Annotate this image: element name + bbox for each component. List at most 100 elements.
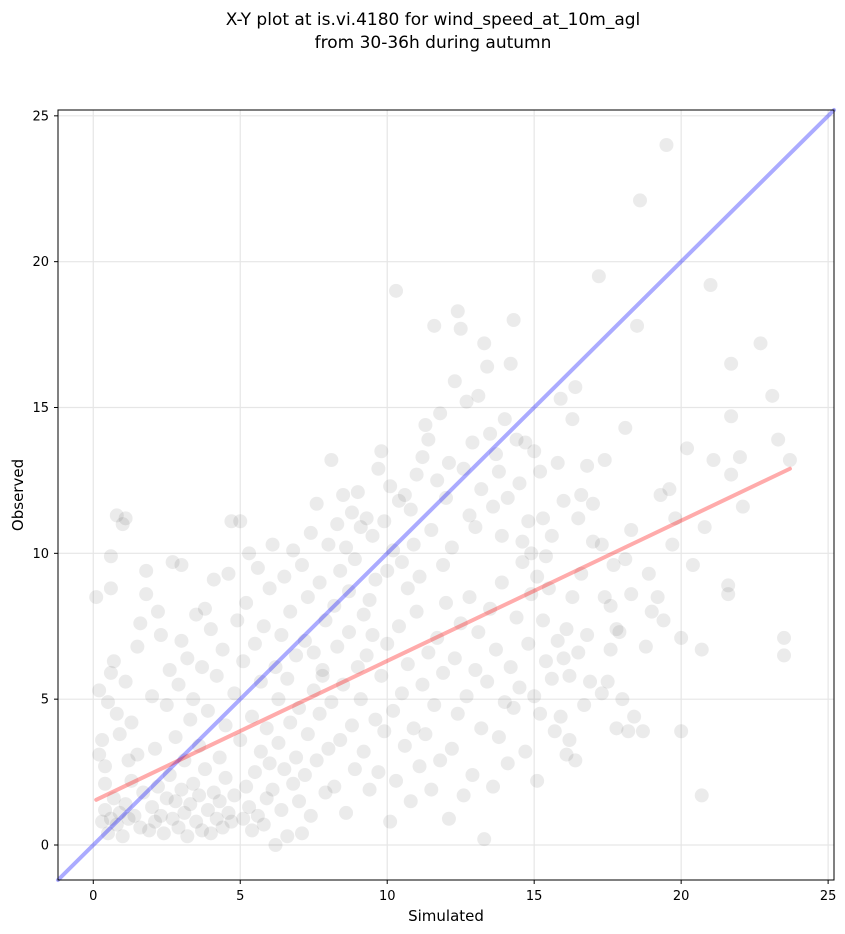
scatter-point bbox=[465, 768, 480, 782]
scatter-point bbox=[227, 686, 242, 701]
scatter-point bbox=[533, 464, 548, 479]
scatter-point bbox=[735, 499, 750, 514]
scatter-point bbox=[456, 788, 471, 803]
scatter-point bbox=[471, 625, 486, 640]
scatter-point bbox=[421, 432, 436, 447]
scatter-point bbox=[609, 721, 624, 736]
scatter-point bbox=[509, 432, 524, 447]
scatter-point bbox=[206, 785, 221, 800]
scatter-point bbox=[124, 715, 139, 730]
scatter-point bbox=[436, 665, 451, 680]
scatter-point bbox=[315, 668, 330, 683]
scatter-point bbox=[250, 808, 265, 823]
scatter-point bbox=[98, 776, 113, 791]
scatter-point bbox=[474, 482, 489, 497]
scatter-point bbox=[453, 321, 468, 336]
scatter-point bbox=[294, 826, 309, 841]
scatter-point bbox=[109, 706, 124, 721]
scatter-point bbox=[203, 826, 218, 841]
scatter-point bbox=[494, 528, 509, 543]
scatter-point bbox=[377, 514, 392, 529]
scatter-point bbox=[315, 663, 330, 677]
scatter-point bbox=[536, 511, 550, 526]
scatter-point bbox=[433, 753, 448, 768]
scatter-point bbox=[524, 587, 539, 602]
scatter-point bbox=[330, 517, 345, 532]
scatter-point bbox=[550, 455, 565, 470]
scatter-point bbox=[112, 727, 127, 742]
data-points bbox=[89, 138, 797, 852]
y-tick-label: 10 bbox=[32, 547, 49, 562]
scatter-point bbox=[518, 744, 533, 759]
scatter-point bbox=[150, 604, 165, 619]
scatter-point bbox=[362, 782, 377, 797]
scatter-point bbox=[721, 578, 736, 593]
scatter-point bbox=[247, 765, 262, 780]
scatter-point bbox=[283, 715, 298, 730]
x-tick-label: 25 bbox=[820, 889, 837, 904]
scatter-point bbox=[98, 803, 113, 817]
scatter-point bbox=[342, 584, 356, 599]
scatter-point bbox=[183, 712, 198, 727]
scatter-point bbox=[439, 490, 453, 505]
scatter-point bbox=[306, 645, 321, 660]
scatter-point bbox=[503, 660, 518, 675]
scatter-point bbox=[380, 636, 395, 651]
x-tick-label: 0 bbox=[89, 889, 97, 904]
x-tick-label: 10 bbox=[379, 889, 396, 904]
scatter-point bbox=[459, 689, 474, 704]
scatter-point bbox=[580, 628, 595, 642]
scatter-point bbox=[380, 563, 395, 578]
scatter-point bbox=[497, 412, 512, 427]
scatter-point bbox=[547, 724, 562, 739]
scatter-point bbox=[350, 485, 365, 500]
scatter-point bbox=[174, 633, 189, 648]
scatter-point bbox=[195, 660, 210, 675]
scatter-point bbox=[133, 616, 148, 631]
scatter-point bbox=[591, 269, 606, 284]
scatter-point bbox=[347, 552, 362, 567]
scatter-point bbox=[585, 496, 600, 511]
scatter-point bbox=[344, 718, 359, 733]
scatter-point bbox=[415, 677, 430, 692]
scatter-point bbox=[409, 467, 424, 482]
scatter-point bbox=[200, 703, 215, 718]
scatter-point bbox=[356, 607, 371, 622]
scatter-point bbox=[115, 829, 130, 844]
scatter-point bbox=[159, 791, 174, 806]
x-tick-label: 15 bbox=[526, 889, 543, 904]
scatter-point bbox=[706, 453, 721, 467]
scatter-point bbox=[430, 473, 445, 488]
scatter-point bbox=[171, 677, 186, 692]
scatter-point bbox=[450, 706, 465, 721]
scatter-point bbox=[247, 636, 262, 651]
scatter-point bbox=[206, 572, 221, 587]
scatter-point bbox=[421, 645, 436, 660]
scatter-point bbox=[336, 677, 351, 692]
scatter-point bbox=[236, 654, 251, 669]
scatter-point bbox=[732, 450, 747, 465]
scatter-point bbox=[491, 464, 506, 479]
scatter-point bbox=[556, 651, 571, 666]
scatter-point bbox=[521, 636, 536, 651]
scatter-point bbox=[453, 616, 468, 631]
scatter-point bbox=[394, 686, 409, 701]
scatter-point bbox=[403, 794, 418, 809]
scatter-point bbox=[256, 817, 271, 832]
scatter-point bbox=[309, 496, 324, 511]
scatter-point bbox=[168, 730, 183, 745]
scatter-point bbox=[480, 359, 495, 374]
scatter-point bbox=[680, 441, 695, 456]
scatter-point bbox=[359, 511, 374, 526]
scatter-point bbox=[486, 499, 501, 514]
scatter-point bbox=[765, 388, 780, 403]
scatter-point bbox=[112, 805, 127, 820]
scatter-point bbox=[139, 563, 154, 578]
scatter-point bbox=[583, 674, 598, 689]
scatter-point bbox=[659, 138, 674, 152]
scatter-point bbox=[544, 528, 559, 543]
scatter-point bbox=[418, 418, 433, 432]
scatter-point bbox=[189, 814, 204, 829]
scatter-point bbox=[536, 613, 550, 628]
